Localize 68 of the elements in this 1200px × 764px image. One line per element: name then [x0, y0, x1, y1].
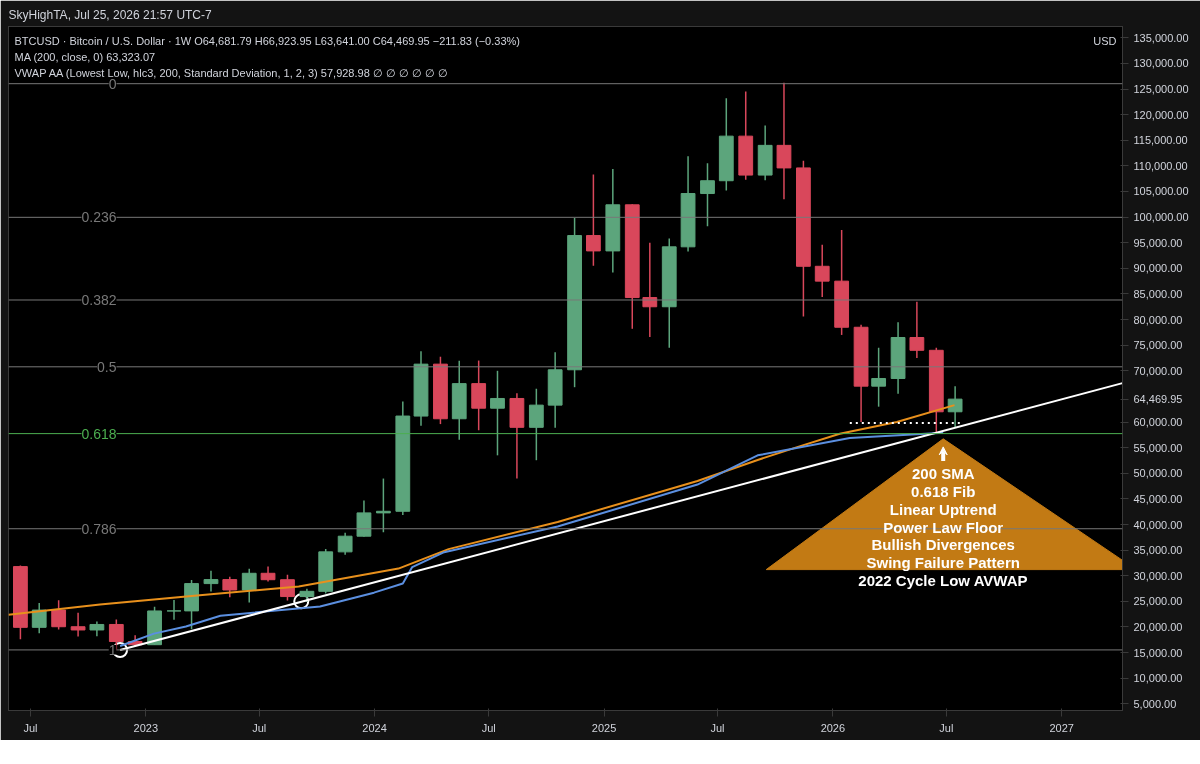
ref-line-label: 0.5 [97, 358, 117, 375]
y-tick-label: 110,000.00 [1133, 159, 1188, 172]
y-tick-label: 30,000.00 [1133, 569, 1183, 582]
y-tick-label: 115,000.00 [1133, 134, 1188, 147]
ref-line-label: 1 [108, 641, 117, 658]
annotation: 200 SMA 0.618 Fib Linear Uptrend Power Law Floor Bullish Divergences Swing Failure Pattern 2022 Cycle Low AVWAP [858, 464, 1028, 590]
annotation: BTCUSD · Bitcoin / U.S. Dollar · 1W O64,681.79 H66,923.95 L63,641.00 C64,469.95 −211.83 (−0.33%) [14, 34, 520, 47]
y-tick-label: 130,000.00 [1133, 57, 1189, 70]
y-tick-label: 105,000.00 [1133, 185, 1189, 198]
candlestick [241, 567, 257, 604]
candlestick [337, 531, 353, 556]
x-tick-label: 2024 [362, 721, 387, 734]
candlestick [947, 385, 963, 428]
y-tick-label: 35,000.00 [1133, 544, 1183, 557]
y-tick-label: 95,000.00 [1133, 236, 1183, 249]
x-tick-label: Jul [939, 721, 954, 734]
candlestick [356, 499, 372, 538]
candlestick [166, 599, 182, 621]
ref-line-label: 0.618 [81, 425, 117, 442]
y-tick-label: 100,000.00 [1133, 211, 1189, 224]
y-tick-label: 64,469.95 [1133, 393, 1183, 406]
y-tick-label: 20,000.00 [1133, 620, 1183, 633]
x-tick-label: Jul [481, 721, 496, 734]
candlestick [814, 244, 830, 298]
x-tick-label: 2026 [820, 721, 846, 734]
candlestick [776, 82, 792, 200]
chart-title: SkyHighTA, Jul 25, 2026 21:57 UTC-7 [8, 7, 213, 22]
annotation: VWAP AA (Lowest Low, hlc3, 200, Standard Deviation, 1, 2, 3) 57,928.98 ∅ ∅ ∅ ∅ ∅ ∅ [14, 66, 449, 79]
y-tick-label: 45,000.00 [1133, 492, 1183, 505]
candlestick [909, 300, 925, 359]
y-tick-label: 125,000.00 [1133, 83, 1189, 96]
x-tick-label: Jul [23, 721, 38, 734]
candlestick [51, 599, 67, 631]
candlestick [70, 611, 86, 638]
y-tick-label: 80,000.00 [1133, 313, 1183, 326]
candlestick [700, 162, 715, 228]
candlestick [31, 602, 47, 634]
y-tick-label: 120,000.00 [1133, 108, 1189, 121]
ref-line-label: 0.382 [81, 291, 117, 308]
y-tick-label: 50,000.00 [1133, 467, 1183, 480]
candlestick [203, 569, 219, 593]
y-tick-label: 40,000.00 [1133, 518, 1183, 531]
candlestick [490, 370, 505, 457]
y-tick-label: 60,000.00 [1133, 416, 1183, 429]
x-tick-label: 2025 [591, 721, 617, 734]
y-axis-title: USD [1093, 34, 1117, 47]
x-tick-label: Jul [252, 721, 267, 734]
candlestick [586, 173, 601, 267]
candlestick [528, 387, 544, 461]
candlestick [871, 347, 887, 408]
y-tick-label: 90,000.00 [1133, 262, 1183, 275]
y-tick-label: 25,000.00 [1133, 595, 1183, 608]
candlestick [375, 477, 391, 533]
y-tick-label: 15,000.00 [1133, 646, 1183, 659]
ref-line-label: 0.786 [81, 520, 117, 537]
x-tick-label: 2027 [1049, 721, 1074, 734]
annotation: MA (200, close, 0) 63,323.07 [14, 50, 156, 63]
ref-line-label: 0.236 [81, 209, 117, 226]
candlestick [222, 575, 238, 598]
y-tick-label: 10,000.00 [1133, 672, 1183, 685]
y-tick-label: 70,000.00 [1133, 364, 1183, 377]
y-tick-label: 5,000.00 [1133, 697, 1177, 710]
x-tick-label: Jul [710, 721, 725, 734]
x-tick-label: 2023 [133, 721, 159, 734]
y-tick-label: 135,000.00 [1133, 31, 1189, 44]
y-tick-label: 75,000.00 [1133, 339, 1183, 352]
y-tick-label: 55,000.00 [1133, 441, 1183, 454]
y-tick-label: 85,000.00 [1133, 287, 1183, 300]
